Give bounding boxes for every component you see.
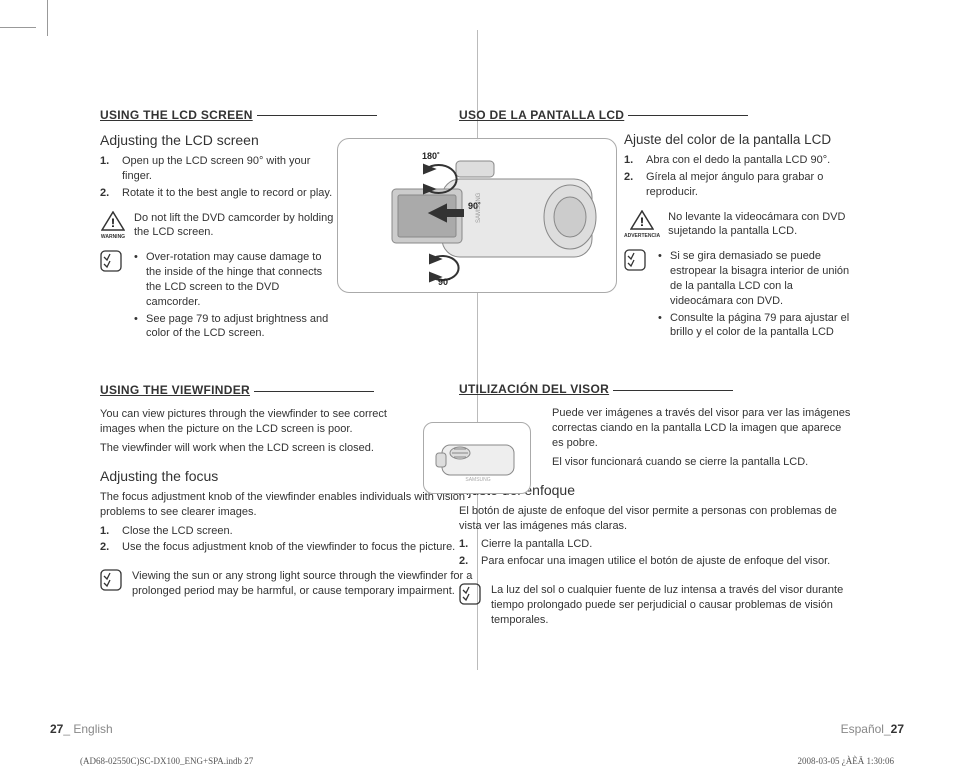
- svg-text:!: !: [640, 215, 644, 229]
- list-item: Gírela al mejor ángulo para grabar o rep…: [624, 170, 854, 200]
- subheading-adjust-lcd-es: Ajuste del color de la pantalla LCD: [624, 132, 854, 147]
- para-vf2-en: The viewfinder will work when the LCD sc…: [100, 441, 420, 456]
- para-focus-es: El botón de ajuste de enfoque del visor …: [459, 504, 854, 534]
- list-item: Abra con el dedo la pantalla LCD 90°.: [624, 153, 854, 168]
- note-block-lcd-en: Over-rotation may cause damage to the in…: [100, 250, 335, 343]
- list-item: Si se gira demasiado se puede estropear …: [656, 249, 854, 308]
- page-num-right: 27: [891, 722, 904, 736]
- warning-icon: ! ADVERTENCIA: [624, 210, 660, 239]
- note-icon: [459, 583, 483, 608]
- page-footer: 27_ English Español_27: [50, 722, 904, 736]
- steps-focus-es: Cierre la pantalla LCD. Para enfocar una…: [459, 537, 854, 569]
- warning-text-es: No levante la videocámara con DVD sujeta…: [668, 210, 854, 240]
- page-num-left: 27: [50, 722, 63, 736]
- warning-block-es: ! ADVERTENCIA No levante la videocámara …: [624, 210, 854, 240]
- para-vf2-es: El visor funcionará cuando se cierre la …: [552, 455, 854, 470]
- note-text-vf-en: Viewing the sun or any strong light sour…: [132, 569, 495, 599]
- heading-lcd-es: USO DE LA PANTALLA LCD: [459, 108, 854, 122]
- print-file: (AD68-02550C)SC-DX100_ENG+SPA.indb 27: [80, 756, 253, 766]
- note-icon: [624, 249, 648, 274]
- list-item: Consulte la página 79 para ajustar el br…: [656, 311, 854, 341]
- list-item: See page 79 to adjust brightness and col…: [132, 312, 335, 342]
- svg-text:!: !: [111, 216, 115, 230]
- steps-lcd-en: Open up the LCD screen 90° with your fin…: [100, 154, 335, 201]
- para-vf1-es: Puede ver imágenes a través del visor pa…: [552, 406, 854, 451]
- heading-lcd-en: USING THE LCD SCREEN: [100, 108, 495, 122]
- heading-viewfinder-en: USING THE VIEWFINDER: [100, 383, 495, 397]
- heading-viewfinder-es: UTILIZACIÓN DEL VISOR: [459, 382, 854, 396]
- list-item: Close the LCD screen.: [100, 524, 495, 539]
- list-item: Over-rotation may cause damage to the in…: [132, 250, 335, 309]
- note-block-lcd-es: Si se gira demasiado se puede estropear …: [624, 249, 854, 342]
- page-lang-left: _ English: [63, 722, 112, 736]
- warning-text-en: Do not lift the DVD camcorder by holding…: [134, 211, 335, 241]
- label-90b: 90˚: [438, 277, 451, 287]
- list-item: Cierre la pantalla LCD.: [459, 537, 854, 552]
- print-mark: (AD68-02550C)SC-DX100_ENG+SPA.indb 27 20…: [80, 756, 894, 766]
- list-item: Open up the LCD screen 90° with your fin…: [100, 154, 335, 184]
- note-text-vf-es: La luz del sol o cualquier fuente de luz…: [491, 583, 854, 628]
- note-icon: [100, 569, 124, 594]
- print-stamp: 2008-03-05 ¿ÀÈÄ 1:30:06: [798, 756, 895, 766]
- steps-lcd-es: Abra con el dedo la pantalla LCD 90°. Gí…: [624, 153, 854, 200]
- list-item: Rotate it to the best angle to record or…: [100, 186, 335, 201]
- note-icon: [100, 250, 124, 275]
- list-item: Use the focus adjustment knob of the vie…: [100, 540, 495, 555]
- note-block-vf-en: Viewing the sun or any strong light sour…: [100, 569, 495, 599]
- svg-text:SAMSUNG: SAMSUNG: [465, 477, 490, 483]
- warning-block-en: ! WARNING Do not lift the DVD camcorder …: [100, 211, 335, 241]
- figure-viewfinder: SAMSUNG: [423, 422, 531, 494]
- page-lang-right: Español_: [841, 722, 891, 736]
- svg-text:SAMSUNG: SAMSUNG: [476, 192, 482, 223]
- warning-icon: ! WARNING: [100, 211, 126, 240]
- steps-focus-en: Close the LCD screen. Use the focus adju…: [100, 524, 495, 556]
- note-block-vf-es: La luz del sol o cualquier fuente de luz…: [459, 583, 854, 628]
- label-180: 180˚: [422, 151, 440, 161]
- para-vf1-en: You can view pictures through the viewfi…: [100, 407, 420, 437]
- list-item: Para enfocar una imagen utilice el botón…: [459, 554, 854, 569]
- figure-camcorder: 180˚ 90˚ 90˚ SAMSUNG: [337, 138, 617, 293]
